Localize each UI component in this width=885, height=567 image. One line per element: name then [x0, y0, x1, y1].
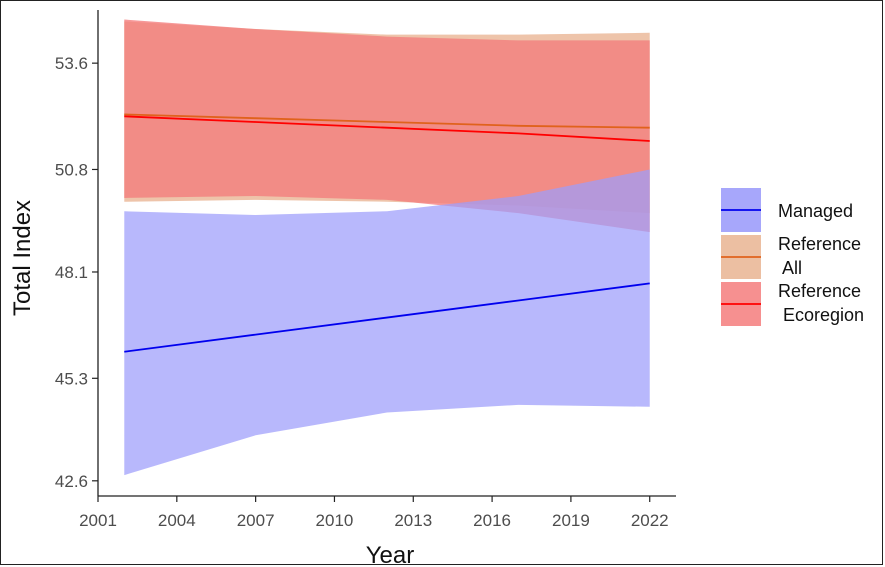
x-tick-label: 2007 [237, 511, 275, 530]
x-tick-label: 2019 [552, 511, 590, 530]
x-tick-label: 2016 [473, 511, 511, 530]
y-axis-ticks: 42.6 45.3 48.1 50.8 53.6 [55, 54, 98, 491]
y-tick-label: 42.6 [55, 472, 88, 491]
legend-label: Managed [778, 201, 853, 221]
y-tick-label: 45.3 [55, 369, 88, 388]
band-reference-ecoregion [124, 19, 650, 233]
x-tick-label: 2022 [631, 511, 669, 530]
legend-label: All [778, 258, 802, 278]
legend-item-reference-all: Reference All [721, 234, 861, 279]
legend-label: Reference [778, 281, 861, 301]
line-managed [124, 282, 650, 353]
line-reference-ecoregion [124, 115, 650, 142]
y-axis-title: Total Index [9, 200, 36, 316]
x-tick-label: 2001 [79, 511, 117, 530]
x-tick-label: 2013 [394, 511, 432, 530]
confidence-bands [124, 19, 650, 476]
trend-lines [124, 113, 650, 353]
y-tick-label: 50.8 [55, 160, 88, 179]
x-tick-label: 2010 [316, 511, 354, 530]
y-tick-label: 53.6 [55, 54, 88, 73]
legend-item-reference-ecoregion: Reference Ecoregion [721, 281, 864, 326]
x-tick-label: 2004 [158, 511, 196, 530]
x-axis-ticks: 2001 2004 2007 2010 2013 2016 2019 2022 [79, 496, 669, 530]
legend-label: Reference [778, 234, 861, 254]
band-managed [124, 169, 650, 476]
legend-item-managed: Managed [721, 188, 853, 232]
line-reference-all [124, 113, 650, 129]
x-axis-title: Year [366, 542, 415, 567]
y-tick-label: 48.1 [55, 263, 88, 282]
legend-label: Ecoregion [778, 305, 864, 325]
